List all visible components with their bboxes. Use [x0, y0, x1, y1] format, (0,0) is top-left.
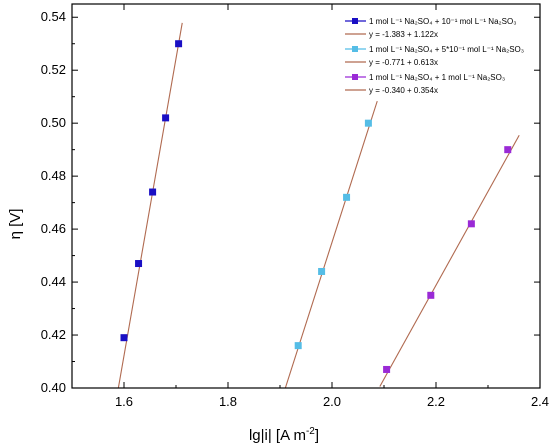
- legend-entry-fit-2: y = -0.771 + 0.613x: [345, 58, 438, 67]
- legend-marker-1: [352, 18, 358, 24]
- legend: 1 mol L⁻¹ Na₂SO₄ + 10⁻¹ mol L⁻¹ Na₂SO₃ y…: [345, 17, 524, 95]
- y-tick-label-3: 0.44: [41, 274, 66, 289]
- x-tick-label-3: 2.0: [323, 394, 341, 409]
- legend-label-1: 1 mol L⁻¹ Na₂SO₄ + 10⁻¹ mol L⁻¹ Na₂SO₃: [369, 17, 516, 26]
- series-3-point-4: [504, 146, 512, 154]
- legend-fit-label-1: y = -1.383 + 1.122x: [369, 30, 438, 39]
- x-axis-label-sup: -2: [306, 426, 315, 437]
- x-tick-label-5: 2.4: [531, 394, 549, 409]
- fit-line-1: [117, 22, 183, 388]
- x-axis-label-main: lg|i| [A m: [249, 427, 306, 444]
- axes: 1.6 1.8 2.0 2.2 2.4 0.40 0.42 0.44 0.46 0.48 0.50 0…: [41, 3, 549, 409]
- x-axis-label: lg|i| [A m-2]: [249, 426, 319, 444]
- series-3-point-1: [383, 365, 391, 373]
- y-tick-label-2: 0.42: [41, 327, 66, 342]
- legend-fit-label-3: y = -0.340 + 0.354x: [369, 86, 438, 95]
- y-tick-label-8: 0.54: [41, 9, 66, 24]
- legend-marker-2: [352, 46, 358, 52]
- series-1-point-5: [175, 40, 183, 48]
- legend-entry-series-3: 1 mol L⁻¹ Na₂SO₄ + 1 mol L⁻¹ Na₂SO₃: [345, 73, 505, 82]
- y-tick-label-7: 0.52: [41, 62, 66, 77]
- series-2-point-1: [294, 342, 302, 350]
- series-3-point-2: [427, 291, 435, 299]
- x-axis-label-close: ]: [315, 427, 319, 444]
- series-3-point-3: [467, 220, 475, 228]
- series-1-point-1: [120, 334, 128, 342]
- legend-entry-fit-3: y = -0.340 + 0.354x: [345, 86, 438, 95]
- fit-line-3: [379, 134, 520, 387]
- x-tick-label-1: 1.6: [115, 394, 133, 409]
- y-tick-label-6: 0.50: [41, 115, 66, 130]
- plot-frame: [71, 3, 541, 389]
- legend-label-2: 1 mol L⁻¹ Na₂SO₄ + 5*10⁻¹ mol L⁻¹ Na₂SO₃: [369, 45, 524, 54]
- series-2-point-2: [318, 267, 326, 275]
- y-tick-label-4: 0.46: [41, 221, 66, 236]
- series-1-point-3: [149, 188, 157, 196]
- legend-entry-series-2: 1 mol L⁻¹ Na₂SO₄ + 5*10⁻¹ mol L⁻¹ Na₂SO₃: [345, 45, 524, 54]
- x-tick-label-4: 2.2: [427, 394, 445, 409]
- legend-marker-3: [352, 74, 358, 80]
- legend-entry-series-1: 1 mol L⁻¹ Na₂SO₄ + 10⁻¹ mol L⁻¹ Na₂SO₃: [345, 17, 516, 26]
- y-tick-label-5: 0.48: [41, 168, 66, 183]
- series-1-point-4: [162, 114, 170, 122]
- x-tick-label-2: 1.8: [219, 394, 237, 409]
- series-2-point-3: [343, 193, 351, 201]
- fit-line-2: [284, 100, 378, 388]
- legend-fit-label-2: y = -0.771 + 0.613x: [369, 58, 438, 67]
- series-2-point-4: [364, 119, 372, 127]
- plot-marks: [117, 22, 520, 388]
- legend-label-3: 1 mol L⁻¹ Na₂SO₄ + 1 mol L⁻¹ Na₂SO₃: [369, 73, 505, 82]
- legend-entry-fit-1: y = -1.383 + 1.122x: [345, 30, 438, 39]
- y-tick-label-1: 0.40: [41, 380, 66, 395]
- series-1-point-2: [135, 260, 143, 268]
- y-axis-label: η [V]: [7, 209, 24, 240]
